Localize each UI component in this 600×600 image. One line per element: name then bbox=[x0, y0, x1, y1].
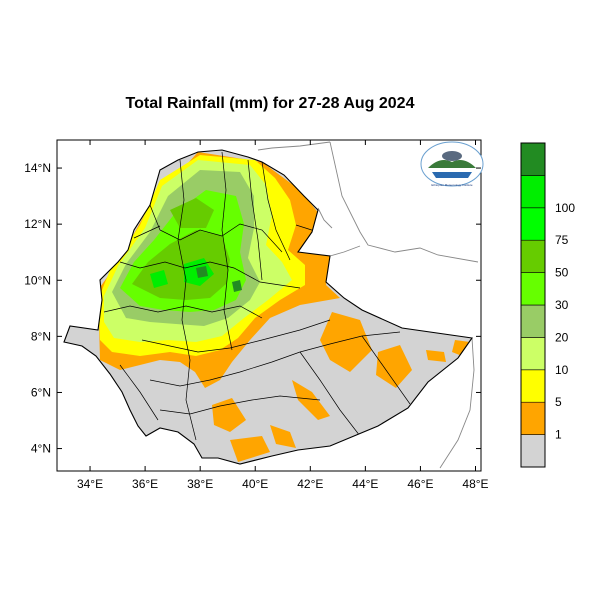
colorbar-swatch bbox=[520, 304, 546, 338]
colorbar-label: 5 bbox=[555, 395, 562, 409]
lon-tick-label: 42°E bbox=[297, 477, 323, 491]
agency-logo: Ethiopian Meteorology Institute bbox=[420, 141, 484, 187]
colorbar-swatch bbox=[520, 401, 546, 435]
colorbar-label: 30 bbox=[555, 298, 569, 312]
logo-text: Ethiopian Meteorology Institute bbox=[431, 183, 473, 187]
colorbar-label: 1 bbox=[555, 428, 562, 442]
colorbar-swatch bbox=[520, 369, 546, 403]
lon-tick-label: 46°E bbox=[407, 477, 433, 491]
lon-tick-label: 36°E bbox=[132, 477, 158, 491]
axis-tick-labels: 4°N 6°N 8°N 10°N 12°N 14°N 34°E 36°E 38°E 40°E 42°… bbox=[24, 161, 488, 491]
lat-tick-label: 6°N bbox=[31, 385, 51, 399]
page-title: Total Rainfall (mm) for 27-28 Aug 2024 bbox=[125, 95, 415, 112]
colorbar-swatch bbox=[520, 272, 546, 306]
lon-tick-label: 40°E bbox=[242, 477, 268, 491]
colorbar-swatch bbox=[520, 175, 546, 209]
lon-tick-label: 38°E bbox=[187, 477, 213, 491]
colorbar-label: 50 bbox=[555, 266, 569, 280]
lat-tick-label: 14°N bbox=[24, 161, 51, 175]
lon-tick-label: 44°E bbox=[352, 477, 378, 491]
colorbar-label: 75 bbox=[555, 233, 569, 247]
lat-tick-label: 10°N bbox=[24, 273, 51, 287]
axis-ticks bbox=[57, 140, 481, 471]
neighbour-borders bbox=[257, 141, 479, 469]
lat-tick-label: 4°N bbox=[31, 442, 51, 456]
colorbar-swatch bbox=[520, 239, 546, 273]
lat-tick-label: 8°N bbox=[31, 329, 51, 343]
lat-tick-label: 12°N bbox=[24, 217, 51, 231]
colorbar: 1 5 10 20 30 50 75 100 bbox=[520, 142, 575, 468]
colorbar-swatch bbox=[520, 337, 546, 371]
colorbar-swatch bbox=[520, 434, 546, 468]
lon-tick-label: 48°E bbox=[462, 477, 488, 491]
colorbar-label: 20 bbox=[555, 330, 569, 344]
lon-tick-label: 34°E bbox=[77, 477, 103, 491]
colorbar-label: 100 bbox=[555, 201, 575, 215]
colorbar-border bbox=[520, 142, 546, 468]
colorbar-swatch bbox=[520, 207, 546, 241]
colorbar-label: 10 bbox=[555, 363, 569, 377]
colorbar-swatch bbox=[520, 142, 546, 176]
